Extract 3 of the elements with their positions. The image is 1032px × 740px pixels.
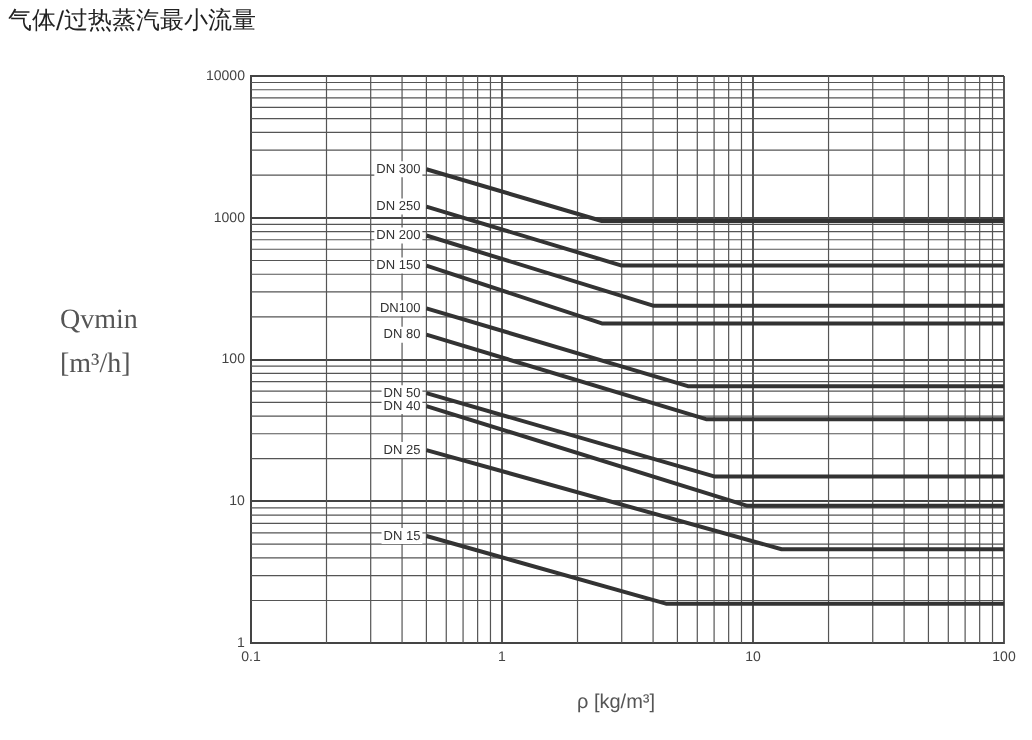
x-axis-title: ρ [kg/m³]	[574, 692, 658, 714]
y-axis-title: Qvmin [m³/h]	[60, 304, 140, 384]
chart-title: 气体/过热蒸汽最小流量	[8, 4, 257, 38]
